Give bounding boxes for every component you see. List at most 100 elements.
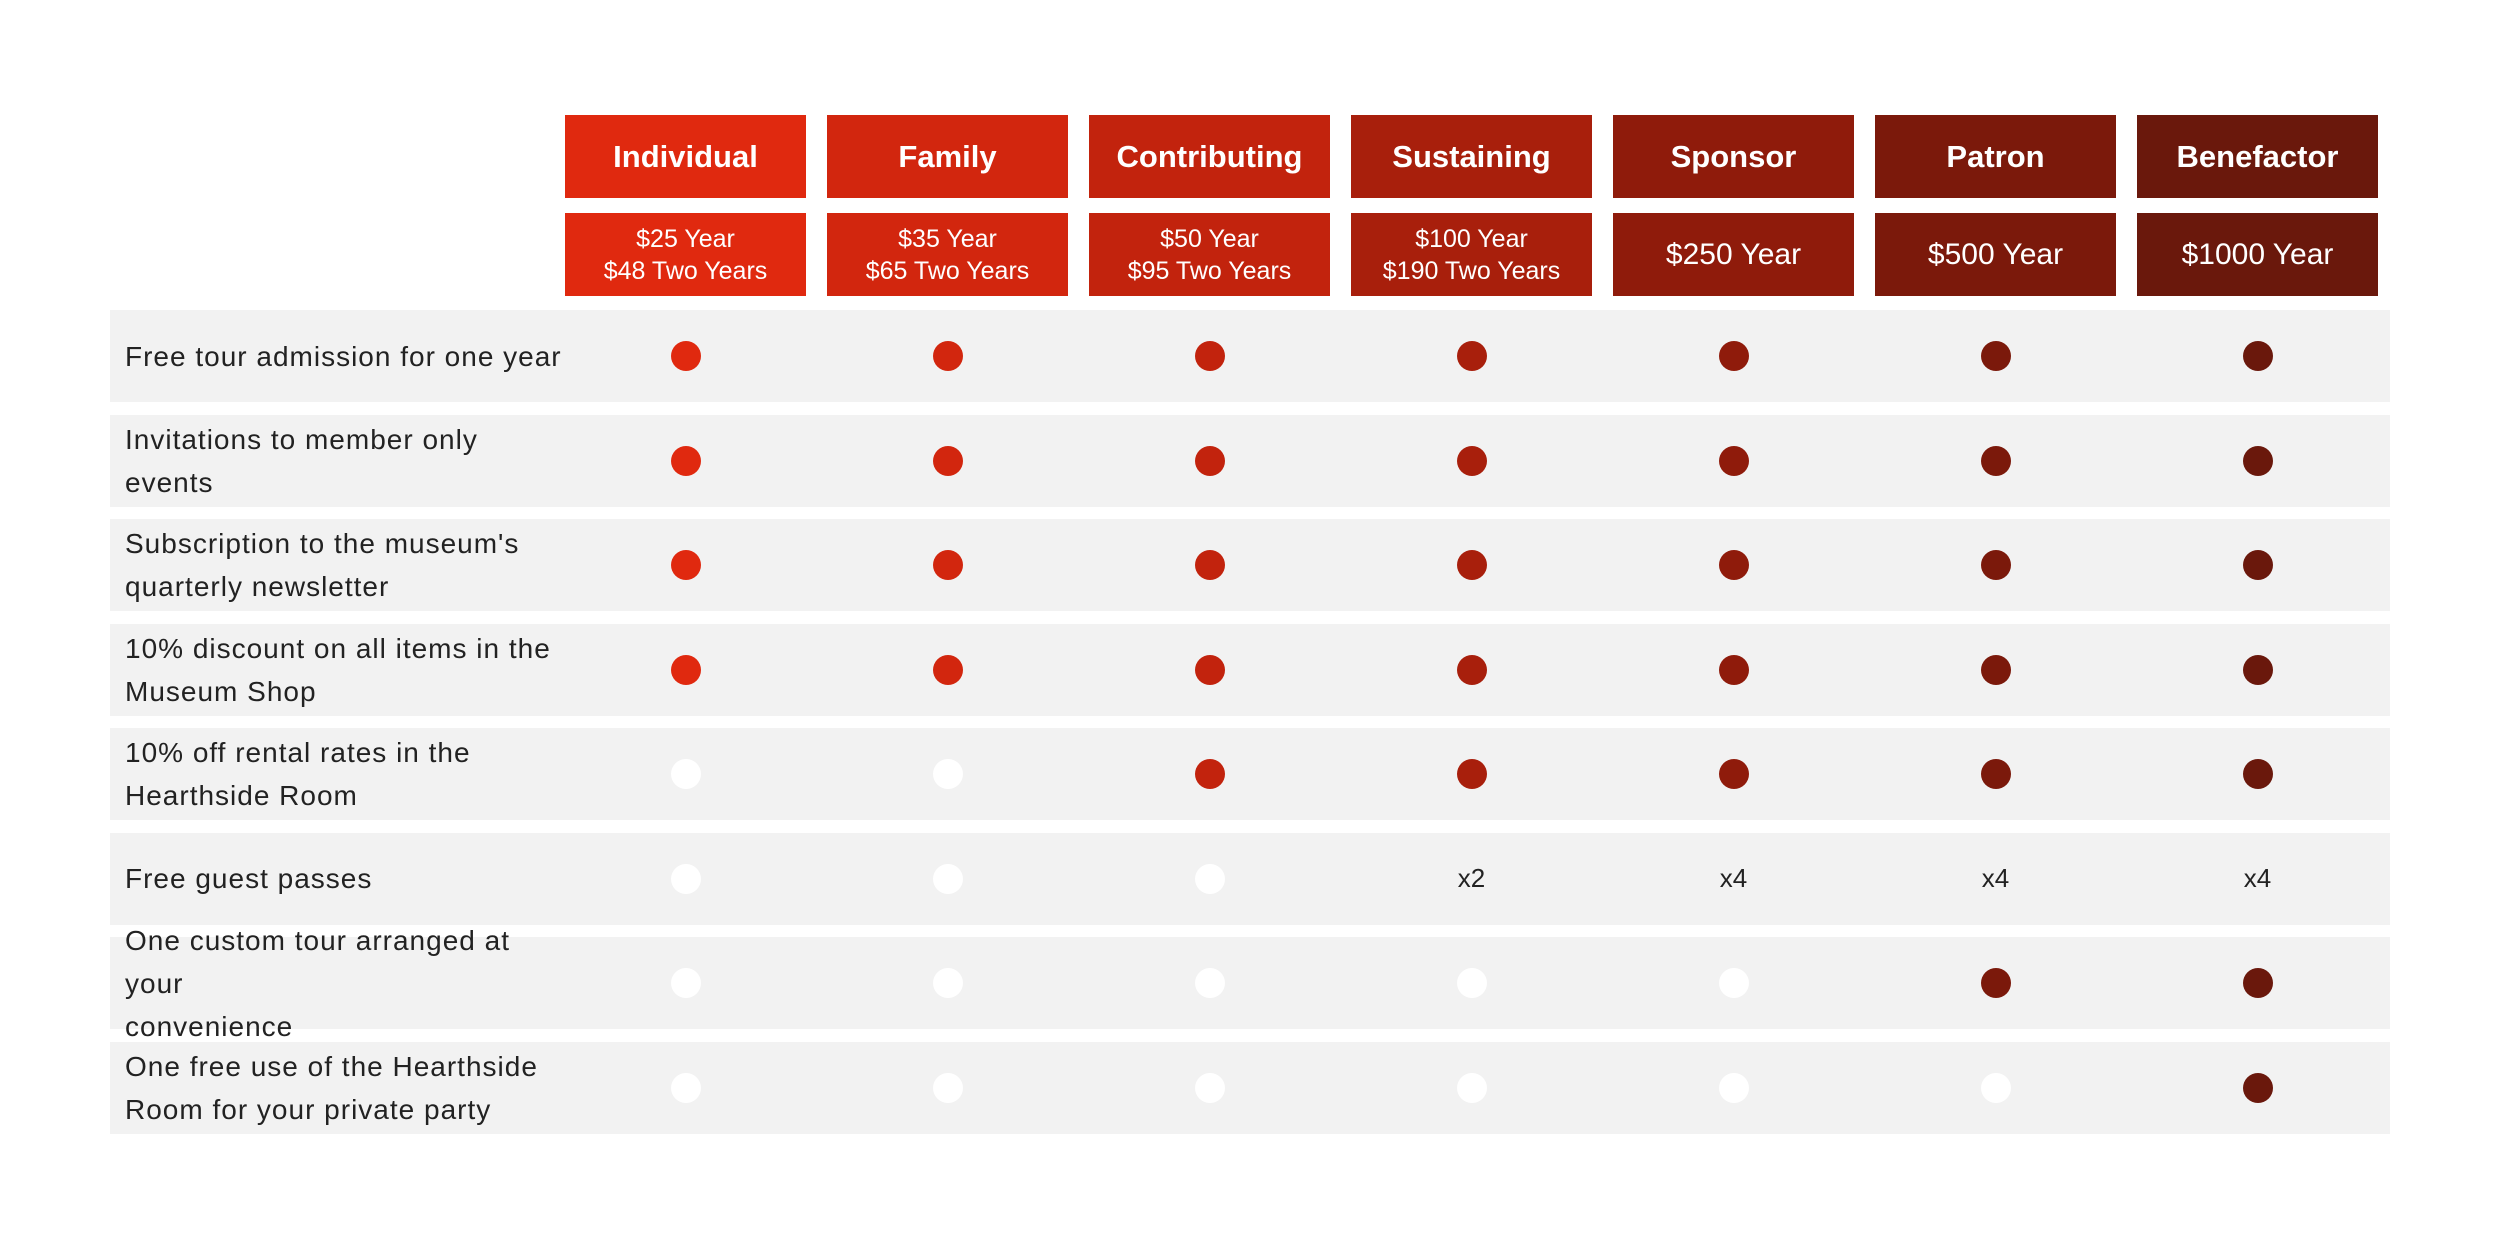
label-line: Room for your private party — [125, 1093, 492, 1125]
excluded-dot — [670, 863, 701, 894]
feature-row — [110, 832, 2390, 925]
tier-name: Patron — [1875, 115, 2116, 198]
tier-name: Individual — [565, 115, 806, 198]
price-line: $48 Two Years — [603, 256, 768, 285]
included-dot — [932, 654, 963, 685]
included-dot — [1980, 654, 2011, 685]
tier-price: $100 Year $190 Two Years — [1351, 213, 1592, 296]
tier-price: $500 Year — [1875, 213, 2116, 296]
excluded-dot — [670, 759, 701, 789]
included-dot — [932, 550, 963, 580]
price-line: $100 Year — [1415, 224, 1528, 253]
included-dot — [932, 445, 963, 476]
price-line: $50 Year — [1160, 224, 1259, 253]
included-dot — [2242, 341, 2273, 371]
included-dot — [1980, 968, 2011, 998]
feature-label: Subscription to the museum's quarterly ne… — [125, 519, 565, 611]
label-line: Subscription to the museum's — [125, 528, 520, 559]
included-dot — [2242, 1072, 2273, 1103]
tier-name: Family — [827, 115, 1068, 198]
feature-label: 10% off rental rates in the Hearthside Ro… — [125, 728, 565, 820]
included-dot — [670, 445, 701, 476]
price-line: $95 Two Years — [1127, 256, 1292, 285]
included-dot — [670, 341, 701, 371]
label-line: Hearthside Room — [125, 780, 358, 811]
included-dot — [1980, 759, 2011, 789]
label-line: 10% off rental rates in the — [125, 737, 471, 768]
label-line: One custom tour arranged at your — [125, 924, 510, 999]
excluded-dot — [1456, 1072, 1487, 1103]
excluded-dot — [1980, 1072, 2011, 1103]
included-dot — [1456, 654, 1487, 685]
excluded-dot — [1194, 1072, 1225, 1103]
included-dot — [1194, 341, 1225, 371]
label-line: convenience — [125, 1010, 294, 1042]
included-dot — [1194, 654, 1225, 685]
included-dot — [932, 341, 963, 371]
included-dot — [1194, 759, 1225, 789]
included-dot — [670, 654, 701, 685]
included-dot — [2242, 654, 2273, 685]
tier-price: $25 Year $48 Two Years — [565, 213, 806, 296]
excluded-dot — [932, 968, 963, 998]
excluded-dot — [670, 968, 701, 998]
feature-label: Invitations to member only events — [125, 415, 565, 507]
included-dot — [670, 550, 701, 580]
tier-price: $50 Year $95 Two Years — [1089, 213, 1330, 296]
feature-label: Free guest passes — [125, 833, 565, 925]
feature-label: Free tour admission for one year — [125, 310, 565, 402]
included-dot — [1980, 550, 2011, 580]
included-dot — [1718, 445, 1749, 476]
excluded-dot — [1194, 863, 1225, 894]
excluded-dot — [1718, 1072, 1749, 1103]
label-line: Museum Shop — [125, 675, 317, 707]
guest-pass-count: x4 — [1719, 862, 1748, 893]
label-line: Invitations to member only events — [125, 423, 478, 498]
label-line: One free use of the Hearthside — [125, 1050, 538, 1082]
tier-name: Sponsor — [1613, 115, 1854, 198]
tier-price: $1000 Year — [2137, 213, 2378, 296]
included-dot — [1456, 550, 1487, 580]
price-line: $500 Year — [1927, 237, 2064, 271]
included-dot — [1718, 341, 1749, 371]
guest-pass-count: x4 — [1981, 862, 2010, 893]
feature-label: One free use of the Hearthside Room for y… — [125, 1042, 565, 1134]
price-line: $250 Year — [1665, 237, 1802, 271]
included-dot — [1718, 759, 1749, 789]
included-dot — [1456, 341, 1487, 371]
guest-pass-count: x2 — [1457, 862, 1486, 893]
label-line: Free tour admission for one year — [125, 340, 562, 372]
included-dot — [1718, 654, 1749, 685]
excluded-dot — [932, 759, 963, 789]
price-line: $35 Year — [898, 224, 997, 253]
excluded-dot — [670, 1072, 701, 1103]
label-line: 10% discount on all items in the — [125, 632, 551, 664]
tier-name: Sustaining — [1351, 115, 1592, 198]
included-dot — [2242, 759, 2273, 789]
excluded-dot — [932, 863, 963, 894]
feature-label: 10% discount on all items in the Museum S… — [125, 624, 565, 716]
included-dot — [2242, 968, 2273, 998]
feature-label: One custom tour arranged at your convenie… — [125, 925, 565, 1042]
included-dot — [1194, 445, 1225, 476]
price-line: $25 Year — [636, 224, 735, 253]
included-dot — [1456, 759, 1487, 789]
included-dot — [1980, 445, 2011, 476]
tier-price: $35 Year $65 Two Years — [827, 213, 1068, 296]
tier-name: Contributing — [1089, 115, 1330, 198]
included-dot — [2242, 550, 2273, 580]
label-line: Free guest passes — [125, 863, 373, 894]
label-line: quarterly newsletter — [125, 571, 390, 602]
included-dot — [2242, 445, 2273, 476]
excluded-dot — [1194, 968, 1225, 998]
price-line: $190 Two Years — [1382, 256, 1561, 285]
included-dot — [1194, 550, 1225, 580]
excluded-dot — [1718, 968, 1749, 998]
included-dot — [1456, 445, 1487, 476]
included-dot — [1718, 550, 1749, 580]
guest-pass-count: x4 — [2243, 862, 2272, 893]
price-line: $65 Two Years — [865, 256, 1030, 285]
tier-price: $250 Year — [1613, 213, 1854, 296]
included-dot — [1980, 341, 2011, 371]
